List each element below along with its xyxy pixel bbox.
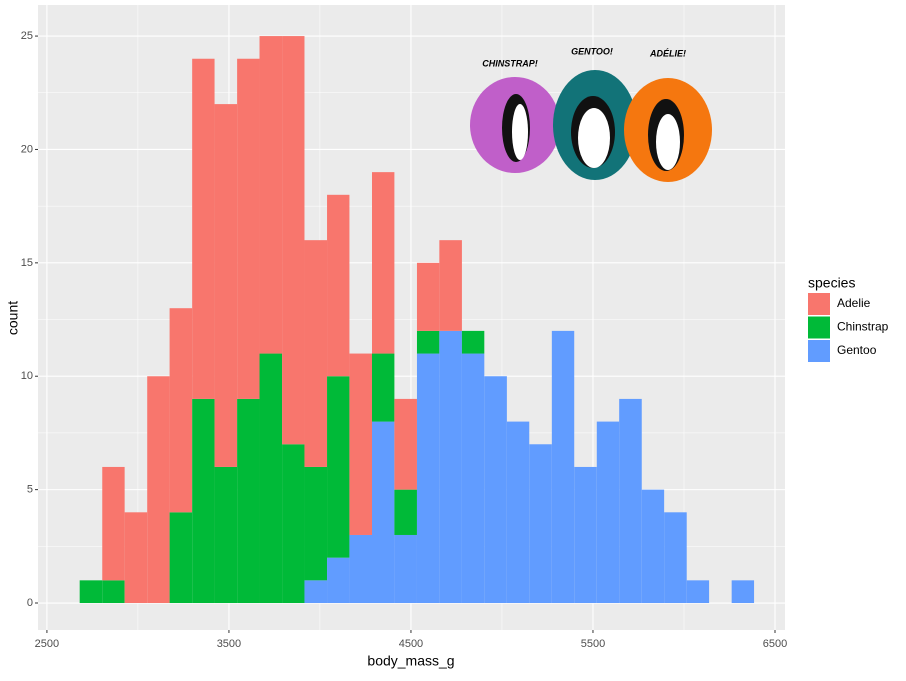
bar <box>169 308 193 513</box>
bar <box>349 353 373 535</box>
bar <box>259 353 283 604</box>
bar <box>282 36 305 445</box>
bar <box>372 172 395 354</box>
bar <box>439 240 462 331</box>
image-label: ADÉLIE! <box>649 48 686 58</box>
bar <box>529 444 552 604</box>
bar <box>214 104 238 467</box>
legend-label: Adelie <box>837 296 871 310</box>
bar <box>394 489 417 535</box>
x-axis-title: body_mass_g <box>367 653 454 669</box>
bar <box>327 194 350 377</box>
bar <box>416 353 440 604</box>
chinstrap-belly <box>512 104 528 160</box>
adelie-belly <box>656 114 680 170</box>
bar <box>237 398 260 604</box>
legend-label: Gentoo <box>837 343 877 357</box>
bar <box>147 376 170 604</box>
legend-title: species <box>808 275 855 291</box>
bar <box>192 398 215 604</box>
y-tick-label: 10 <box>21 370 33 382</box>
bar <box>192 58 215 399</box>
bar <box>372 421 395 604</box>
bar <box>349 534 373 604</box>
y-axis-title: count <box>5 301 21 335</box>
bar <box>102 466 125 581</box>
bar <box>484 376 507 604</box>
bar <box>551 330 575 604</box>
x-tick-label: 6500 <box>763 638 787 650</box>
bar <box>416 330 440 354</box>
bar <box>461 353 485 604</box>
bar <box>304 240 328 467</box>
bar <box>124 512 148 604</box>
legend: Adelie Chinstrap Gentoo <box>808 293 889 362</box>
y-tick-label: 15 <box>21 257 33 269</box>
legend-key <box>808 293 830 315</box>
bar <box>506 421 530 604</box>
bar <box>282 444 305 604</box>
bar <box>574 466 597 604</box>
x-tick-label: 2500 <box>35 638 59 650</box>
y-tick-label: 20 <box>21 143 33 155</box>
y-tick-label: 0 <box>27 597 33 609</box>
penguin-illustration: CHINSTRAP! GENTOO! ADÉLIE! <box>470 46 712 182</box>
bar <box>416 262 440 331</box>
bar <box>237 58 260 399</box>
legend-label: Chinstrap <box>837 320 889 334</box>
x-tick-label: 5500 <box>581 638 605 650</box>
bars <box>79 36 755 604</box>
bar <box>327 557 350 604</box>
y-tick-label: 5 <box>27 484 33 496</box>
x-tick-label: 4500 <box>399 638 423 650</box>
bar <box>686 580 710 604</box>
bar <box>259 36 283 354</box>
bar <box>461 330 485 354</box>
bar <box>439 330 462 604</box>
bar <box>394 534 417 604</box>
bar <box>327 376 350 558</box>
y-tick-label: 25 <box>21 30 33 42</box>
bar <box>619 398 642 604</box>
bar <box>596 421 620 604</box>
bar <box>394 398 417 490</box>
bar <box>372 353 395 422</box>
bar <box>731 580 755 604</box>
bar <box>304 580 328 604</box>
image-label: GENTOO! <box>571 46 613 56</box>
legend-key <box>808 316 830 339</box>
legend-key <box>808 340 830 362</box>
bar <box>641 489 665 604</box>
bar <box>214 466 238 604</box>
bar <box>169 512 193 604</box>
gentoo-belly <box>578 108 610 168</box>
x-tick-label: 3500 <box>217 638 241 650</box>
bar <box>102 580 125 604</box>
bar <box>304 466 328 581</box>
image-label: CHINSTRAP! <box>482 58 538 68</box>
bar <box>79 580 103 604</box>
bar <box>664 512 687 604</box>
